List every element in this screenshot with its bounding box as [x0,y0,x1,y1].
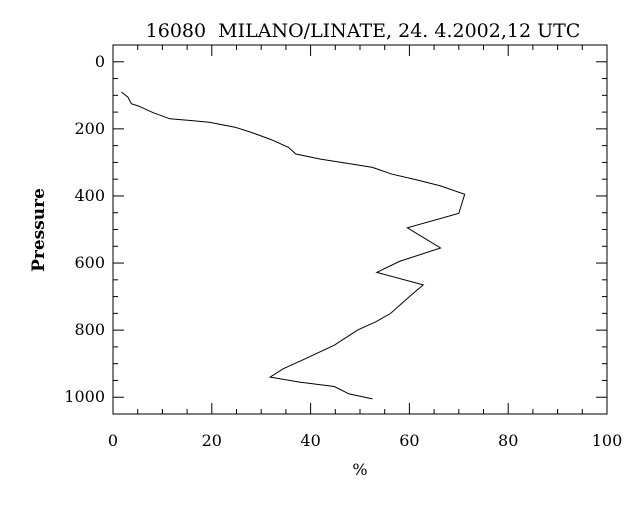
y-tick-label: 0 [95,52,105,71]
x-tick-label: 20 [202,431,222,450]
y-tick-label: 800 [74,320,105,339]
y-axis-label: Pressure [29,188,49,272]
chart-title: 16080 MILANO/LINATE, 24. 4.2002,12 UTC [146,20,581,42]
x-tick-label: 60 [399,431,419,450]
humidity-series-line [121,91,466,400]
x-tick-label: 0 [108,431,118,450]
x-axis-label: % [352,460,367,479]
plot-frame [112,44,608,415]
x-tick-label: 80 [498,431,518,450]
x-tick-label: 40 [300,431,320,450]
y-tick-label: 600 [74,253,105,272]
y-tick-label: 1000 [64,387,105,406]
x-tick-label: 100 [592,431,623,450]
y-tick-label: 200 [74,119,105,138]
y-tick-label: 400 [74,186,105,205]
plot-area: 0 200 400 600 800 1000 0 20 40 60 80 100 [64,44,623,450]
